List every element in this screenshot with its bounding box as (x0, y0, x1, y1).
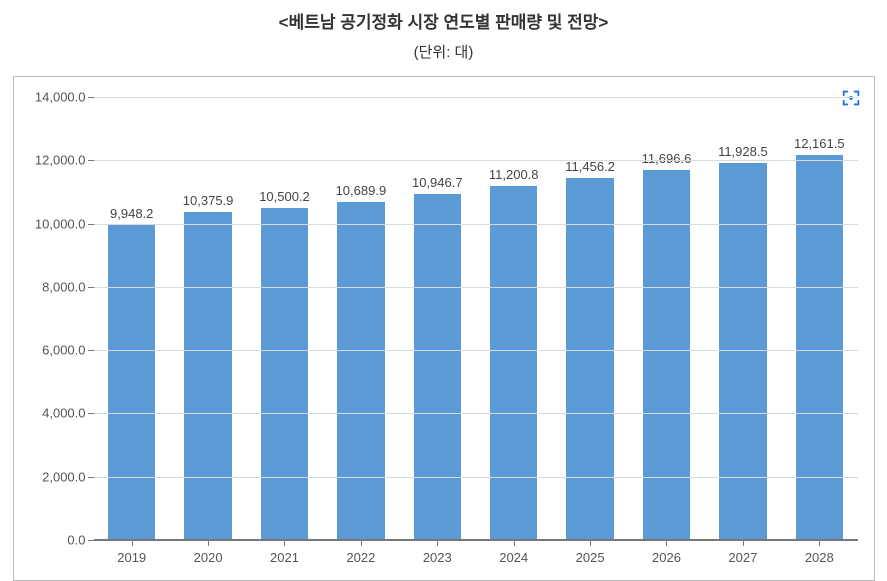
bar: 11,456.22025 (566, 178, 613, 541)
bar: 11,696.62026 (643, 170, 690, 540)
grid-line (94, 160, 858, 161)
y-axis-label: 12,000.0 (35, 153, 94, 168)
plot-area: 9,948.22019 10,375.92020 10,500.22021 10,68… (94, 97, 858, 540)
grid-line (94, 413, 858, 414)
grid-line (94, 224, 858, 225)
bar: 10,689.92022 (337, 202, 384, 540)
y-axis-label: 2,000.0 (42, 469, 93, 484)
grid-line (94, 540, 858, 541)
bar-value-label: 12,161.5 (772, 136, 867, 155)
y-axis-label: 6,000.0 (42, 343, 93, 358)
grid-line (94, 477, 858, 478)
grid-line (94, 287, 858, 288)
bar: 9,948.22019 (108, 225, 155, 540)
bar: 10,375.92020 (184, 212, 231, 540)
chart-title: <베트남 공기정화 시장 연도별 판매량 및 전망> (279, 8, 609, 33)
bar: 11,200.82024 (490, 186, 537, 540)
y-axis-label: 14,000.0 (35, 90, 94, 105)
bar: 12,161.52028 (796, 155, 843, 540)
y-axis-label: 8,000.0 (42, 279, 93, 294)
y-axis-label: 0.0 (67, 533, 93, 548)
y-axis-label: 10,000.0 (35, 216, 94, 231)
bar: 10,500.22021 (261, 208, 308, 540)
chart-subtitle: (단위: 대) (414, 41, 474, 62)
y-axis-label: 4,000.0 (42, 406, 93, 421)
bar: 11,928.52027 (719, 163, 766, 540)
bar: 10,946.72023 (414, 194, 461, 540)
grid-line (94, 97, 858, 98)
grid-line (94, 350, 858, 351)
chart-container: 9,948.22019 10,375.92020 10,500.22021 10,68… (13, 76, 875, 581)
